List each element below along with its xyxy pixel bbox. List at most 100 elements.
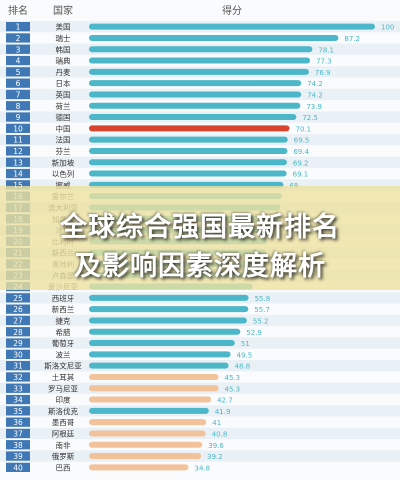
rank-label: 37 [13,429,23,438]
rank-box [6,55,30,66]
value-label: 55.7 [254,306,270,314]
rank-box [6,417,30,427]
rank-box [6,327,30,337]
rank-label: 11 [13,136,23,145]
bar [89,46,313,53]
rank-label: 9 [16,113,21,122]
rank-box [6,383,30,393]
bar [89,294,249,301]
rank-label: 40 [13,463,23,472]
value-label: 42.7 [217,397,233,405]
bar [89,464,189,471]
rank-box [6,349,30,359]
country-label: 斯洛伐克 [48,406,78,416]
bar [89,136,288,143]
value-label: 49.5 [237,351,253,359]
rank-box [6,22,30,32]
value-label: 40.8 [212,430,228,438]
rank-box [6,462,30,472]
rank-label: 38 [13,441,23,450]
headline-line-2: 及影响因素深度解析 [74,251,326,282]
bar [89,340,235,347]
bar [89,430,206,437]
rank-label: 33 [13,384,23,393]
rank-box [6,315,30,326]
value-label: 55.8 [255,295,271,303]
rank-label: 25 [13,294,23,303]
header-score: 得分 [222,5,242,17]
bar [89,102,301,109]
bar [89,419,207,426]
value-label: 76.9 [315,69,331,77]
value-label: 41.9 [215,408,231,416]
value-label: 74.2 [307,91,323,99]
rank-label: 36 [13,418,23,427]
country-label: 德国 [56,112,71,122]
bar [89,147,288,154]
rank-box [6,372,30,382]
country-label: 法国 [56,135,71,145]
country-label: 俄罗斯 [52,451,75,461]
bar [89,407,209,414]
value-label: 39.2 [207,453,223,461]
rank-box [6,168,30,179]
bar [89,441,203,448]
value-label: 34.8 [195,464,211,472]
value-label: 55.2 [253,317,269,325]
rank-label: 2 [16,34,21,43]
bar [89,23,375,30]
bar [89,91,302,98]
rank-box [6,101,30,111]
rank-label: 31 [13,362,23,371]
value-label: 48.8 [235,363,251,371]
country-label: 葡萄牙 [52,338,75,348]
country-label: 挪威 [56,180,71,190]
value-label: 51 [241,340,250,348]
bar [89,34,339,41]
value-label: 41 [212,419,221,427]
rank-box [6,33,30,43]
country-label: 南非 [56,440,71,450]
value-label: 69.2 [293,159,309,167]
rank-box [6,44,30,54]
header-rank: 排名 [8,4,28,17]
rank-box [6,293,30,303]
value-label: 70.1 [295,125,311,133]
country-label: 印度 [56,395,71,405]
country-label: 捷克 [56,315,71,325]
bar [89,385,219,392]
country-label: 瑞士 [56,33,71,43]
rank-label: 30 [13,350,23,359]
value-label: 69.4 [293,148,309,156]
rank-box [6,406,30,416]
bar [89,114,297,121]
country-label: 韩国 [56,44,71,54]
bar [89,159,287,166]
country-label: 巴西 [56,463,71,472]
rank-label: 14 [13,170,23,179]
bar [89,170,287,177]
value-label: 87.2 [344,35,360,43]
value-label: 78.1 [318,46,334,54]
country-label: 新加坡 [52,157,75,167]
rank-label: 4 [16,57,21,66]
country-label: 英国 [56,89,71,99]
rank-box [6,112,30,122]
country-label: 美国 [56,22,71,32]
bar [89,453,202,460]
country-label: 丹麦 [56,67,71,77]
value-label: 45.3 [225,385,241,393]
country-label: 芬兰 [56,146,71,156]
rank-label: 29 [13,339,23,348]
value-label: 100 [381,24,394,32]
rank-label: 39 [13,452,23,461]
bar [89,317,247,324]
bar [89,306,249,313]
rank-box [6,440,30,450]
rank-label: 1 [16,23,21,32]
bar [89,328,241,335]
rank-box [6,67,30,77]
country-label: 斯洛文尼亚 [44,361,82,371]
rank-label: 15 [13,181,23,190]
value-label: 69.1 [293,171,309,179]
